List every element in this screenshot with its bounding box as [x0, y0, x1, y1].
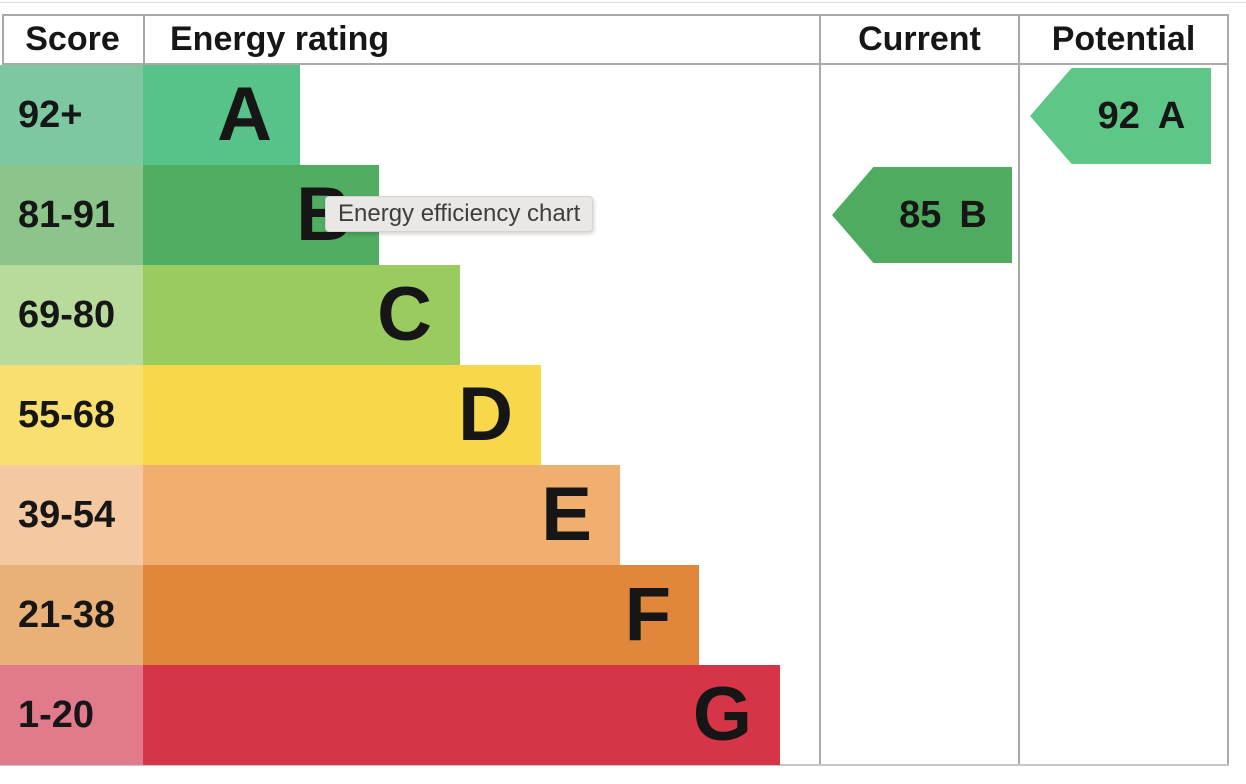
header-left-border [2, 14, 4, 65]
score-range-d: 55-68 [0, 365, 143, 465]
score-range-g-label: 1-20 [18, 693, 95, 736]
score-range-a: 92+ [0, 65, 143, 165]
score-range-d-label: 55-68 [18, 393, 116, 436]
table-border-top [2, 14, 1229, 16]
band-letter-a: A [217, 72, 272, 157]
potential-rating-arrow: 92 A [1030, 68, 1211, 164]
band-letter-d: D [458, 372, 513, 457]
header-bottom-border [2, 63, 1229, 65]
score-range-c-label: 69-80 [18, 293, 116, 336]
band-letter-f: F [624, 572, 671, 657]
band-bar-e: E [143, 465, 620, 565]
band-letter-e: E [541, 472, 592, 557]
score-range-a-label: 92+ [18, 93, 83, 136]
header-current: Current [858, 19, 981, 58]
page-top-divider [0, 2, 1246, 3]
current-band-letter: B [959, 193, 987, 236]
score-column-divider [143, 14, 145, 65]
band-bar-c: C [143, 265, 460, 365]
table-border-bottom [0, 764, 1229, 766]
score-range-e-label: 39-54 [18, 493, 116, 536]
band-bar-f: F [143, 565, 699, 665]
score-range-g: 1-20 [0, 665, 143, 765]
band-letter-c: C [377, 272, 432, 357]
current-score: 85 [899, 193, 942, 236]
header-energy-rating: Energy rating [170, 19, 390, 58]
band-letter-g: G [692, 672, 752, 757]
band-bar-a: A [143, 65, 300, 165]
score-range-e: 39-54 [0, 465, 143, 565]
current-column-left-border [819, 14, 821, 766]
chart-tooltip: Energy efficiency chart [325, 196, 594, 232]
potential-column-left-border [1018, 14, 1020, 766]
band-bar-d: D [143, 365, 541, 465]
header-potential: Potential [1051, 19, 1196, 58]
table-border-right [1227, 14, 1229, 766]
score-range-f: 21-38 [0, 565, 143, 665]
header-score: Score [25, 19, 120, 58]
band-bar-g: G [143, 665, 780, 765]
potential-band-letter: A [1157, 94, 1186, 137]
current-rating-arrow: 85 B [832, 167, 1012, 263]
score-range-c: 69-80 [0, 265, 143, 365]
score-range-b-label: 81-91 [18, 193, 116, 236]
score-range-f-label: 21-38 [18, 593, 116, 636]
potential-score: 92 [1097, 94, 1140, 137]
score-range-b: 81-91 [0, 165, 143, 265]
